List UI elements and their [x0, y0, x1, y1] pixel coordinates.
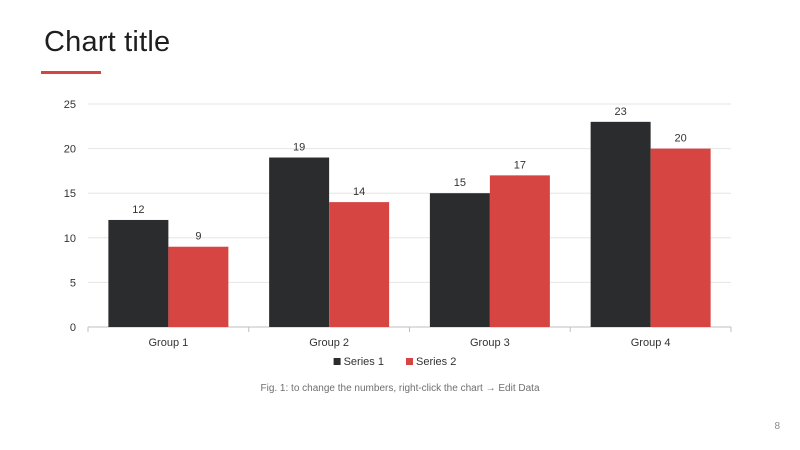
bar-series-2-group-4 — [650, 148, 711, 327]
title-accent-bar — [41, 71, 101, 74]
x-tick-label: Group 2 — [309, 337, 349, 349]
legend-swatch — [333, 358, 341, 365]
y-tick-label: 10 — [64, 233, 76, 245]
legend-swatch — [406, 358, 413, 365]
data-label: 12 — [132, 204, 144, 216]
figure-caption: Fig. 1: to change the numbers, right-cli… — [260, 383, 540, 394]
data-label: 14 — [353, 186, 365, 198]
x-tick-label: Group 3 — [470, 337, 510, 349]
data-label: 23 — [615, 106, 627, 118]
y-tick-label: 20 — [64, 144, 76, 156]
bar-series-2-group-2 — [329, 202, 390, 327]
y-tick-label: 15 — [64, 188, 76, 200]
y-tick-label: 0 — [70, 322, 76, 334]
chart-legend: Series 1 Series 2 — [333, 356, 456, 368]
bar-series-1-group-1 — [108, 219, 169, 327]
data-label: 17 — [514, 159, 526, 171]
data-label: 9 — [195, 231, 201, 243]
chart-data-labels: 12 9 19 14 15 17 23 20 — [132, 106, 687, 243]
x-tick-label: Group 1 — [149, 337, 189, 349]
bar-series-1-group-2 — [269, 157, 330, 327]
bar-series-1-group-4 — [590, 121, 651, 327]
bar-series-2-group-3 — [489, 175, 550, 327]
x-tick-label: Group 4 — [631, 337, 671, 349]
slide-title: Chart title — [44, 26, 171, 58]
legend-label: Series 1 — [344, 356, 384, 368]
data-label: 15 — [454, 177, 466, 189]
data-label: 20 — [675, 133, 687, 145]
bar-series-1-group-3 — [429, 193, 490, 327]
data-label: 19 — [293, 142, 305, 154]
y-tick-label: 5 — [70, 277, 76, 289]
y-tick-label: 25 — [64, 99, 76, 111]
chart-bars — [108, 121, 711, 327]
bar-series-2-group-1 — [168, 246, 229, 327]
legend-label: Series 2 — [416, 356, 456, 368]
page-number: 8 — [774, 421, 780, 432]
